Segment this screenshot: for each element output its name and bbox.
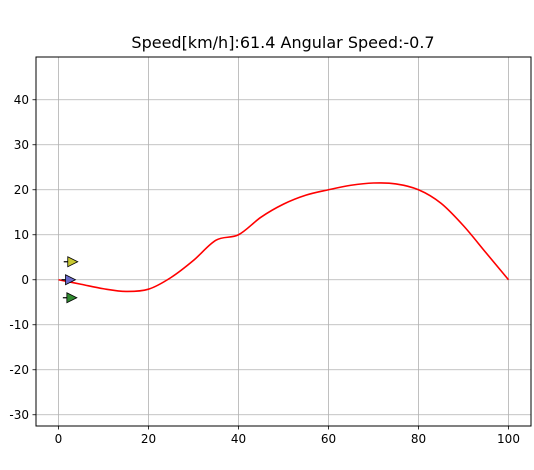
y-tick-label: 30: [14, 138, 29, 152]
x-tick-label: 60: [321, 432, 336, 446]
x-tick-label: 20: [141, 432, 156, 446]
y-tick-label: 10: [14, 228, 29, 242]
chart-title: Speed[km/h]:61.4 Angular Speed:-0.7: [131, 33, 434, 52]
y-tick-label: 20: [14, 183, 29, 197]
vehicle-marker: [66, 292, 78, 304]
plot-area: 0 20 40 60 80 100 -30 -20 -10 0 10 20 30 40: [9, 56, 532, 446]
vehicle-marker: [67, 256, 79, 268]
y-tick-label: 0: [21, 273, 29, 287]
vehicle-marker: [65, 274, 77, 286]
x-tick-label: 80: [411, 432, 426, 446]
axes-frame: [35, 56, 532, 427]
x-tick-label: 40: [231, 432, 246, 446]
y-tick-label: 40: [14, 93, 29, 107]
x-tick-label: 100: [497, 432, 520, 446]
trajectory-line: [58, 182, 510, 293]
y-tick-label: -20: [9, 363, 29, 377]
y-tick-label: -30: [9, 408, 29, 422]
x-tick-label: 0: [55, 432, 63, 446]
y-tick-label: -10: [9, 318, 29, 332]
